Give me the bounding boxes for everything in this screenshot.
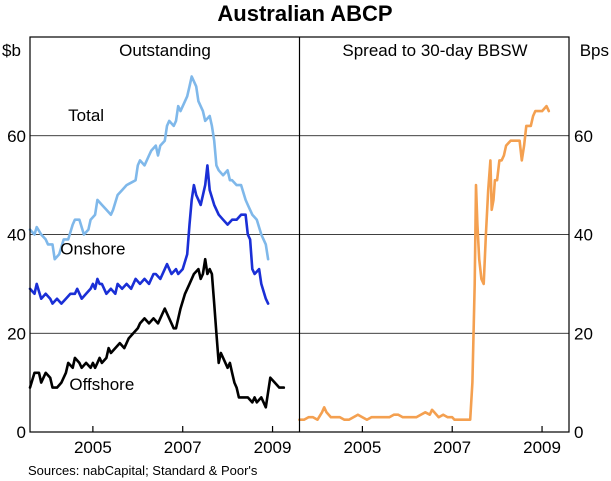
series-label-offshore: Offshore xyxy=(69,375,134,394)
x-tick-label: 2009 xyxy=(523,438,561,457)
y-tick-label: 40 xyxy=(7,226,26,245)
x-tick-label: 2009 xyxy=(254,438,292,457)
series-layer xyxy=(28,75,551,421)
series-label-total: Total xyxy=(68,106,104,125)
y-tick-label: 0 xyxy=(17,423,26,442)
y-tick-label: 0 xyxy=(574,423,583,442)
left-axis-unit-label: $b xyxy=(2,41,21,60)
panel-title-outstanding: Outstanding xyxy=(119,41,211,60)
series-line-total xyxy=(28,75,270,261)
series-line-spread xyxy=(298,104,551,421)
x-tick-label: 2007 xyxy=(164,438,202,457)
y-tick-label: 20 xyxy=(574,324,593,343)
x-tick-label: 2005 xyxy=(343,438,381,457)
y-tick-label: 20 xyxy=(7,324,26,343)
right-axis-unit-label: Bps xyxy=(580,41,609,60)
series-label-onshore: Onshore xyxy=(60,239,125,258)
x-tick-label: 2007 xyxy=(433,438,471,457)
x-tick-label: 2005 xyxy=(74,438,112,457)
chart-title: Australian ABCP xyxy=(217,1,392,26)
panel-title-spread: Spread to 30-day BBSW xyxy=(342,41,527,60)
annotation-layer: Total Onshore Offshore xyxy=(60,106,134,394)
y-tick-label: 60 xyxy=(7,127,26,146)
source-note: Sources: nabCapital; Standard & Poor's xyxy=(28,463,258,478)
y-tick-label: 60 xyxy=(574,127,593,146)
series-line-offshore xyxy=(28,257,286,409)
tick-layer: 2005 2007 2009 0 20 40 60 2005 2007 2009 0 20 40 60 xyxy=(7,127,593,457)
y-tick-label: 40 xyxy=(574,226,593,245)
series-line-onshore xyxy=(28,164,270,305)
